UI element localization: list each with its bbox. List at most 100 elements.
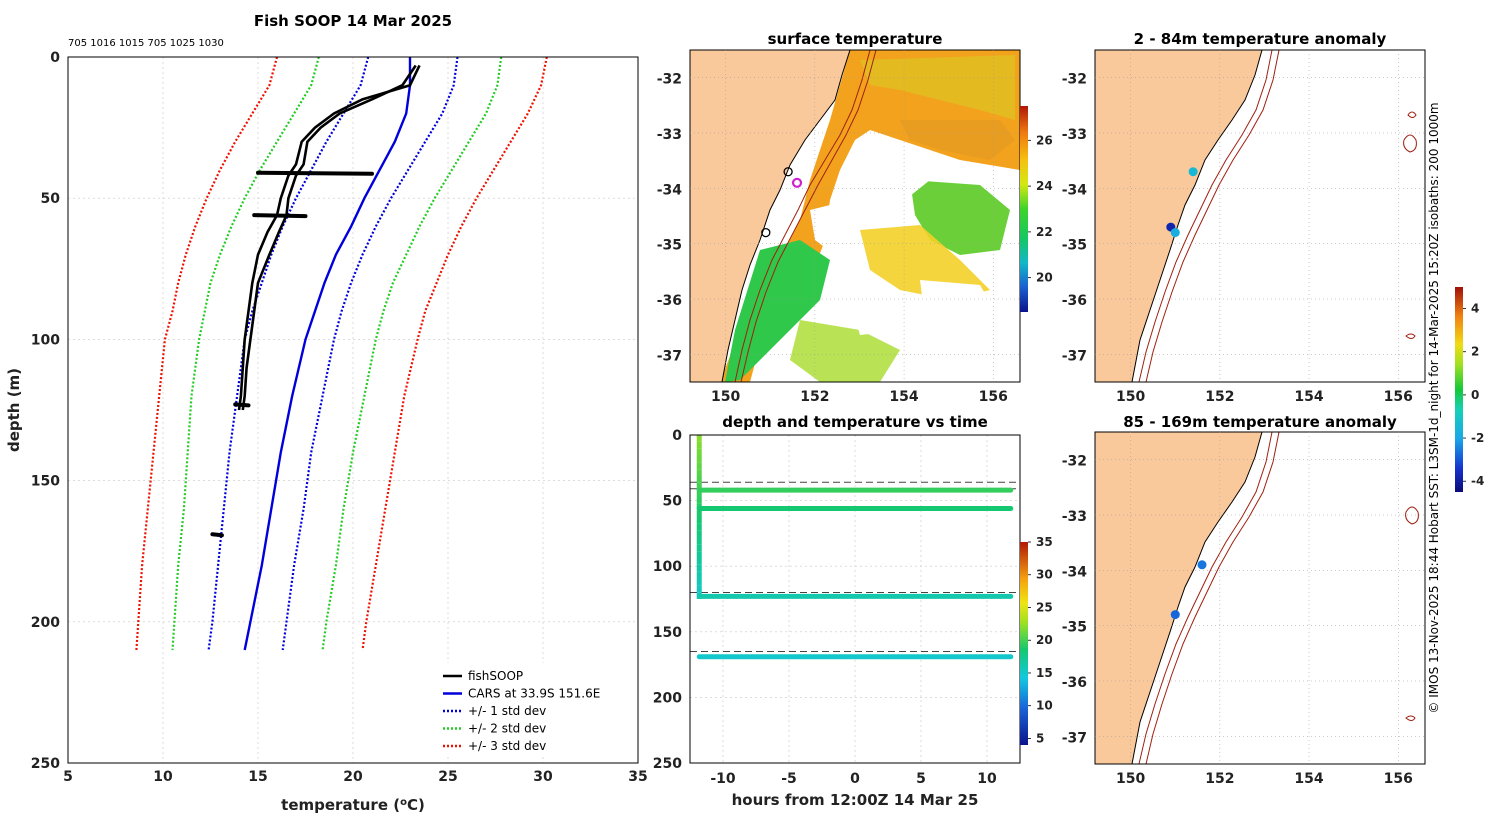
side-caption: © IMOS 13-Nov-2025 18:44 Hobart SST: L3S… bbox=[1427, 102, 1441, 713]
anom1-lon-label: 150 bbox=[1116, 389, 1145, 405]
profile-xtick-label: 10 bbox=[153, 769, 173, 785]
anom1-frame bbox=[1094, 49, 1426, 383]
profile-ticks: 5 10 15 20 25 30 35 0 50 100 150 200 250 bbox=[31, 50, 648, 785]
sst-lat-label: -32 bbox=[657, 72, 682, 88]
sst-lon-label: 156 bbox=[979, 389, 1008, 405]
sst-marker bbox=[761, 227, 771, 238]
anom2-lat-label: -32 bbox=[1062, 454, 1087, 470]
anom2-lat-label: -36 bbox=[1062, 675, 1087, 691]
anom1-lat-label: -37 bbox=[1062, 348, 1087, 364]
sst-colorbar bbox=[1020, 106, 1028, 312]
anom-cb-tick-label: -2 bbox=[1471, 431, 1484, 445]
anom2-isobath-200 bbox=[1138, 432, 1273, 764]
sst-lon-label: 154 bbox=[889, 389, 918, 405]
profile-line-cars bbox=[243, 57, 412, 651]
anom1-lat-label: -34 bbox=[1062, 182, 1088, 198]
timeseries-ytick-label: 100 bbox=[653, 559, 682, 575]
sst-lon-label: 152 bbox=[800, 389, 829, 405]
fishsoop-blob bbox=[233, 402, 251, 408]
timeseries-ytick-label: 150 bbox=[653, 625, 682, 641]
sst-cloud-3 bbox=[920, 280, 1000, 335]
sst-cb-tick-label: 20 bbox=[1036, 271, 1053, 285]
sst-lat-label: -36 bbox=[657, 293, 682, 309]
anom1-isobath-200 bbox=[1138, 50, 1273, 382]
anom2-seamounts bbox=[1405, 506, 1419, 721]
sst-markers bbox=[761, 167, 803, 238]
fishsoop-blob bbox=[210, 532, 224, 538]
anom1-title: 2 - 84m temperature anomaly bbox=[1134, 30, 1387, 48]
ts-cb-tick-label: 20 bbox=[1036, 633, 1053, 647]
timeseries-colorbar-ticks: 5 10 15 20 25 30 35 bbox=[1028, 535, 1053, 745]
anomaly-map-shallow: 150 152 154 156 -32 -33 -34 -35 -36 -37 2 - 84m t… bbox=[1062, 30, 1426, 405]
anom1-lon-label: 154 bbox=[1294, 389, 1323, 405]
profile-line--3-std bbox=[135, 56, 279, 651]
timeseries-xtick-label: -10 bbox=[710, 771, 736, 787]
ts-cb-tick-label: 5 bbox=[1036, 731, 1044, 745]
legend-label: +/- 1 std dev bbox=[468, 704, 546, 718]
anom1-lat-label: -35 bbox=[1062, 238, 1087, 254]
sst-orange-patch bbox=[900, 120, 1015, 160]
anom-cb-tick-label: 4 bbox=[1471, 302, 1479, 316]
profile-xtick-label: 25 bbox=[438, 769, 457, 785]
sst-title: surface temperature bbox=[768, 30, 943, 48]
anom2-lon-label: 152 bbox=[1205, 771, 1234, 787]
profile-ytick-label: 100 bbox=[31, 332, 60, 348]
sst-isobath-1000 bbox=[740, 50, 877, 382]
anom2-grid bbox=[1095, 432, 1425, 764]
profile-xtick-label: 20 bbox=[343, 769, 363, 785]
profile-title: Fish SOOP 14 Mar 2025 bbox=[254, 12, 452, 30]
profile-header: 705 1016 1015 705 1025 1030 bbox=[68, 38, 224, 49]
fishsoop-ascent-line bbox=[241, 64, 417, 411]
sst-cb-tick-label: 24 bbox=[1036, 179, 1053, 193]
profile-line--2-std bbox=[171, 56, 320, 651]
profile-series bbox=[135, 56, 548, 651]
ts-cb-tick-label: 35 bbox=[1036, 535, 1053, 549]
profile-ylabel: depth (m) bbox=[5, 368, 23, 452]
legend-label: fishSOOP bbox=[468, 669, 523, 683]
anom1-point bbox=[1188, 167, 1198, 177]
timeseries-xlabel: hours from 12:00Z 14 Mar 25 bbox=[732, 791, 979, 809]
legend-label: CARS at 33.9S 151.6E bbox=[468, 687, 600, 701]
legend-label: +/- 2 std dev bbox=[468, 722, 546, 736]
anom1-lat-label: -36 bbox=[1062, 293, 1087, 309]
timeseries-ytick-label: 50 bbox=[663, 494, 683, 510]
anom1-seamounts bbox=[1403, 111, 1417, 339]
sst-colorbar-ticks: 20 22 24 26 bbox=[1028, 133, 1053, 285]
anom2-lon-label: 150 bbox=[1116, 771, 1145, 787]
sst-coastal-green bbox=[725, 240, 830, 382]
legend-box bbox=[437, 663, 625, 757]
profile-ytick-label: 150 bbox=[31, 474, 60, 490]
sst-ticks: 150 152 154 156 -32 -33 -34 -35 -36 -37 bbox=[657, 72, 1008, 405]
anom2-lat-label: -35 bbox=[1062, 620, 1087, 636]
sst-lat-label: -33 bbox=[657, 127, 682, 143]
profile-xtick-label: 35 bbox=[628, 769, 647, 785]
profile-line--2-std bbox=[321, 56, 503, 651]
anom1-ticks: 150 152 154 156 -32 -33 -34 -35 -36 -37 bbox=[1062, 72, 1413, 405]
profile-ytick-label: 250 bbox=[31, 756, 60, 772]
ts-cb-tick-label: 10 bbox=[1036, 699, 1053, 713]
fishsoop-blob bbox=[252, 213, 308, 219]
fishsoop-descent-line bbox=[237, 64, 421, 411]
anom2-lat-label: -34 bbox=[1062, 564, 1088, 580]
sst-cloud-4 bbox=[850, 300, 905, 335]
anom2-title: 85 - 169m temperature anomaly bbox=[1123, 413, 1397, 431]
anom1-lon-label: 152 bbox=[1205, 389, 1234, 405]
profile-line--1-std bbox=[281, 56, 459, 651]
anom2-ticks: 150 152 154 156 -32 -33 -34 -35 -36 -37 bbox=[1062, 454, 1413, 787]
anom2-frame bbox=[1094, 431, 1426, 765]
sst-south-patch bbox=[790, 320, 900, 382]
sst-isobath-200 bbox=[734, 50, 871, 382]
sst-cloud-1 bbox=[855, 170, 930, 215]
sst-cb-tick-label: 22 bbox=[1036, 225, 1053, 239]
profile-xtick-label: 30 bbox=[533, 769, 553, 785]
anom2-point bbox=[1197, 560, 1207, 570]
anom1-lat-label: -32 bbox=[1062, 72, 1087, 88]
anomaly-map-deep: 150 152 154 156 -32 -33 -34 -35 -36 -37 85 - 169m… bbox=[1062, 413, 1426, 787]
profile-axes-box bbox=[67, 56, 639, 764]
profile-ytick-label: 0 bbox=[50, 50, 60, 66]
sst-green-patch bbox=[910, 180, 1010, 255]
timeseries-grid bbox=[690, 434, 1020, 764]
